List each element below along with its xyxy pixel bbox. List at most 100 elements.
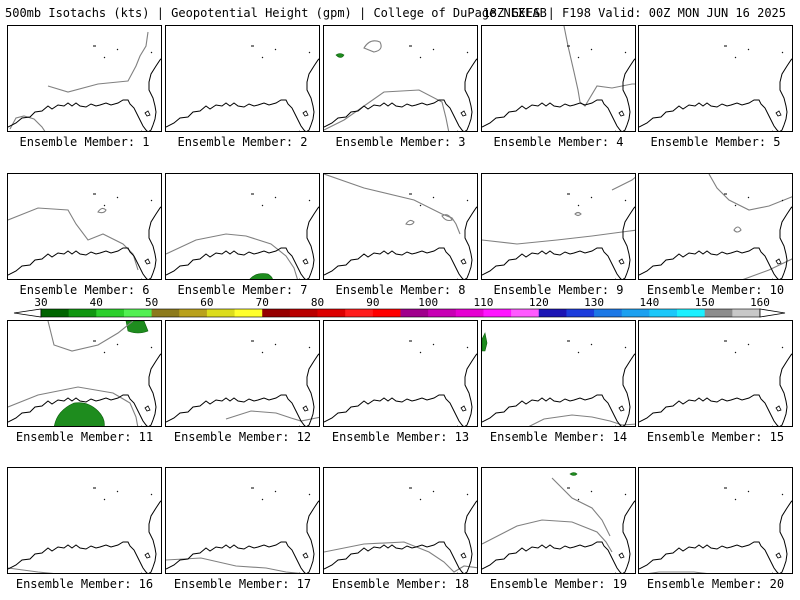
coastline (141, 572, 143, 573)
coastline (639, 500, 792, 573)
lake-okeechobee (302, 110, 309, 117)
isotach-fill (569, 472, 578, 476)
map-canvas (482, 26, 635, 131)
height-contour (166, 233, 298, 279)
lake-okeechobee (618, 258, 625, 265)
lake-okeechobee (302, 405, 309, 412)
lake-okeechobee (460, 405, 467, 412)
map-marker (747, 343, 750, 346)
map-marker (466, 199, 469, 202)
ensemble-member-label: Ensemble Member: 5 (650, 135, 781, 149)
map-marker (116, 490, 119, 493)
colorbar-arrow-right (759, 308, 786, 318)
map-marker (624, 493, 627, 496)
coastline (141, 425, 143, 426)
ensemble-member-label: Ensemble Member: 13 (331, 430, 470, 444)
map-marker (432, 343, 435, 346)
height-contour (47, 321, 134, 352)
lake-okeechobee (460, 258, 467, 265)
coastline (482, 500, 635, 573)
map-marker (577, 204, 580, 207)
coastline (299, 425, 301, 426)
map-marker (781, 199, 784, 202)
coastline (141, 130, 143, 131)
map-marker (734, 204, 737, 207)
map-marker (116, 196, 119, 199)
map-marker (747, 48, 750, 51)
colorbar-tick-label: 30 (34, 296, 48, 309)
ensemble-member-label: Ensemble Member: 9 (493, 283, 624, 297)
height-contour (733, 226, 742, 233)
map-canvas (166, 340, 319, 426)
height-contour (8, 567, 54, 573)
ensemble-member-map (7, 320, 162, 427)
map-marker (624, 199, 627, 202)
map-canvas (166, 45, 319, 131)
colorbar (13, 308, 786, 318)
map-marker (419, 498, 422, 501)
colorbar-swatch (372, 309, 401, 317)
height-contour (574, 211, 582, 217)
map-marker (103, 351, 106, 354)
coastline (166, 353, 319, 426)
colorbar-swatch (400, 309, 429, 317)
coastline (615, 572, 617, 573)
map-marker (734, 498, 737, 501)
coastline (482, 58, 635, 131)
map-marker (261, 56, 264, 59)
colorbar-swatch (179, 309, 208, 317)
coastline (615, 278, 617, 279)
map-marker (590, 196, 593, 199)
map-canvas (324, 487, 477, 573)
coastline (772, 278, 774, 279)
coastline (8, 58, 161, 131)
height-contour (528, 414, 635, 426)
height-contour (166, 557, 302, 573)
ensemble-member-map (481, 173, 636, 280)
ensemble-member-label: Ensemble Member: 4 (493, 135, 624, 149)
ensemble-member-label: Ensemble Member: 16 (15, 577, 154, 591)
map-marker (116, 343, 119, 346)
map-marker (103, 204, 106, 207)
map-marker (308, 493, 311, 496)
map-marker (274, 490, 277, 493)
colorbar-tick-label: 120 (528, 296, 549, 309)
map-marker (150, 493, 153, 496)
map-marker (747, 196, 750, 199)
lake-okeechobee (618, 110, 625, 117)
coastline (8, 500, 161, 573)
ensemble-member-label: Ensemble Member: 1 (19, 135, 150, 149)
colorbar-swatch (566, 309, 595, 317)
map-marker (624, 346, 627, 349)
height-contour (611, 176, 635, 191)
ensemble-member-map (165, 173, 320, 280)
lake-okeechobee (618, 552, 625, 559)
coastline (166, 58, 319, 131)
height-contour (97, 207, 107, 214)
lake-okeechobee (460, 110, 467, 117)
lake-okeechobee (460, 552, 467, 559)
coastline (166, 500, 319, 573)
map-marker (308, 346, 311, 349)
coastline (324, 353, 477, 426)
map-marker (103, 498, 106, 501)
ensemble-member-map (638, 173, 793, 280)
coastline (457, 278, 459, 279)
colorbar-swatch (621, 309, 650, 317)
coastline (615, 130, 617, 131)
coastline (772, 130, 774, 131)
map-marker (419, 56, 422, 59)
ensemble-member-label: Ensemble Member: 17 (173, 577, 312, 591)
isotach-fill (54, 402, 105, 426)
map-canvas (639, 487, 792, 573)
coastline (615, 425, 617, 426)
map-marker (432, 490, 435, 493)
colorbar-swatch (317, 309, 346, 317)
ensemble-member-label: Ensemble Member: 19 (489, 577, 628, 591)
ensemble-member-map (638, 25, 793, 132)
coastline (324, 58, 477, 131)
map-marker (577, 56, 580, 59)
height-contour (363, 40, 382, 53)
colorbar-swatch (345, 309, 374, 317)
colorbar-swatch (206, 309, 235, 317)
